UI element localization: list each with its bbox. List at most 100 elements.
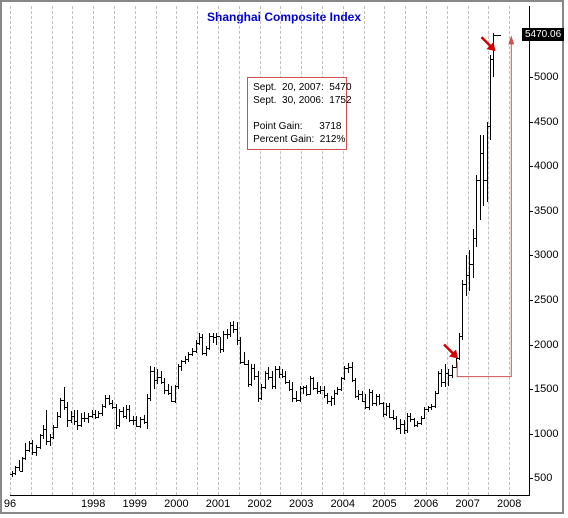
ohlc-open-tick xyxy=(446,373,448,374)
ohlc-open-tick xyxy=(179,366,181,367)
ohlc-open-tick xyxy=(298,400,300,401)
ohlc-bar xyxy=(279,366,280,378)
ohlc-open-tick xyxy=(394,418,396,419)
ohlc-open-tick xyxy=(256,376,258,377)
ohlc-bar xyxy=(348,363,349,373)
ohlc-bar xyxy=(473,229,474,278)
ohlc-bar xyxy=(154,367,155,389)
ohlc-open-tick xyxy=(370,392,372,393)
ohlc-bar xyxy=(57,412,58,428)
ohlc-open-tick xyxy=(69,420,71,421)
y-axis-tick xyxy=(529,166,533,167)
ohlc-open-tick xyxy=(377,396,379,397)
ohlc-open-tick xyxy=(346,368,348,369)
ohlc-open-tick xyxy=(62,400,64,401)
ohlc-bar xyxy=(438,371,439,394)
y-axis-label: 1000 xyxy=(534,428,558,440)
ohlc-open-tick xyxy=(155,380,157,381)
ohlc-close-tick xyxy=(499,35,501,36)
y-axis-tick xyxy=(529,255,533,256)
ohlc-open-tick xyxy=(408,416,410,417)
ohlc-open-tick xyxy=(142,419,144,420)
ohlc-open-tick xyxy=(79,425,81,426)
ohlc-open-tick xyxy=(325,395,327,396)
ohlc-open-tick xyxy=(252,368,254,369)
ohlc-open-tick xyxy=(117,425,119,426)
ohlc-open-tick xyxy=(308,394,310,395)
x-axis-label: 1999 xyxy=(123,498,147,510)
ohlc-open-tick xyxy=(162,382,164,383)
ohlc-open-tick xyxy=(246,364,248,365)
ohlc-open-tick xyxy=(467,275,469,276)
x-axis-label: 2000 xyxy=(164,498,188,510)
y-axis-tick xyxy=(529,478,533,479)
ohlc-open-tick xyxy=(339,389,341,390)
ohlc-open-tick xyxy=(491,59,493,60)
y-axis-label: 4500 xyxy=(534,116,558,128)
ohlc-open-tick xyxy=(176,386,178,387)
ohlc-open-tick xyxy=(273,386,275,387)
ohlc-bar xyxy=(476,175,477,246)
ohlc-open-tick xyxy=(415,425,417,426)
ohlc-bar xyxy=(493,33,494,78)
ohlc-bar xyxy=(126,405,127,419)
ohlc-open-tick xyxy=(450,375,452,376)
ohlc-open-tick xyxy=(58,416,60,417)
ohlc-bar xyxy=(244,352,245,365)
ohlc-open-tick xyxy=(474,238,476,239)
ohlc-bar xyxy=(400,419,401,433)
ohlc-open-tick xyxy=(488,126,490,127)
ohlc-open-tick xyxy=(152,371,154,372)
ohlc-open-tick xyxy=(44,429,46,430)
ohlc-open-tick xyxy=(429,407,431,408)
ohlc-bar xyxy=(88,413,89,423)
ohlc-open-tick xyxy=(134,420,136,421)
ohlc-open-tick xyxy=(96,417,98,418)
ohlc-open-tick xyxy=(277,369,279,370)
ohlc-open-tick xyxy=(13,473,15,474)
y-axis-tick xyxy=(529,389,533,390)
ohlc-open-tick xyxy=(318,391,320,392)
ohlc-open-tick xyxy=(433,406,435,407)
y-axis-label: 2500 xyxy=(534,294,558,306)
ohlc-open-tick xyxy=(485,180,487,181)
x-axis-label: 2004 xyxy=(331,498,355,510)
y-axis-tick xyxy=(529,211,533,212)
ohlc-bar xyxy=(175,385,176,404)
ohlc-open-tick xyxy=(294,398,296,399)
ohlc-bar xyxy=(71,411,72,423)
ohlc-open-tick xyxy=(90,416,92,417)
ohlc-open-tick xyxy=(353,380,355,381)
ohlc-bar xyxy=(352,362,353,382)
ohlc-open-tick xyxy=(173,401,175,402)
ohlc-bar xyxy=(192,348,193,356)
ohlc-bar xyxy=(441,369,442,388)
ohlc-open-tick xyxy=(30,443,32,444)
ohlc-open-tick xyxy=(34,452,36,453)
ohlc-open-tick xyxy=(342,378,344,379)
ohlc-open-tick xyxy=(100,413,102,414)
ohlc-bar xyxy=(74,410,75,424)
ohlc-bar xyxy=(261,384,262,400)
ohlc-bar xyxy=(483,135,484,206)
ohlc-open-tick xyxy=(127,409,129,410)
ohlc-open-tick xyxy=(110,403,112,404)
ohlc-open-tick xyxy=(259,398,261,399)
ohlc-bar xyxy=(490,55,491,140)
ohlc-open-tick xyxy=(23,458,25,459)
ohlc-bar xyxy=(469,250,470,291)
ohlc-open-tick xyxy=(197,343,199,344)
ohlc-open-tick xyxy=(231,325,233,326)
ohlc-bar xyxy=(462,280,463,340)
last-price-flag: 5470.06 xyxy=(522,28,564,41)
ohlc-open-tick xyxy=(225,334,227,335)
ohlc-bar xyxy=(268,367,269,380)
x-axis-label: 2001 xyxy=(206,498,230,510)
ohlc-open-tick xyxy=(460,336,462,337)
ohlc-open-tick xyxy=(131,420,133,421)
ohlc-open-tick xyxy=(207,348,209,349)
ohlc-open-tick xyxy=(363,401,365,402)
y-axis-label: 3000 xyxy=(534,249,558,261)
ohlc-open-tick xyxy=(439,373,441,374)
x-axis-label: 2007 xyxy=(455,498,479,510)
